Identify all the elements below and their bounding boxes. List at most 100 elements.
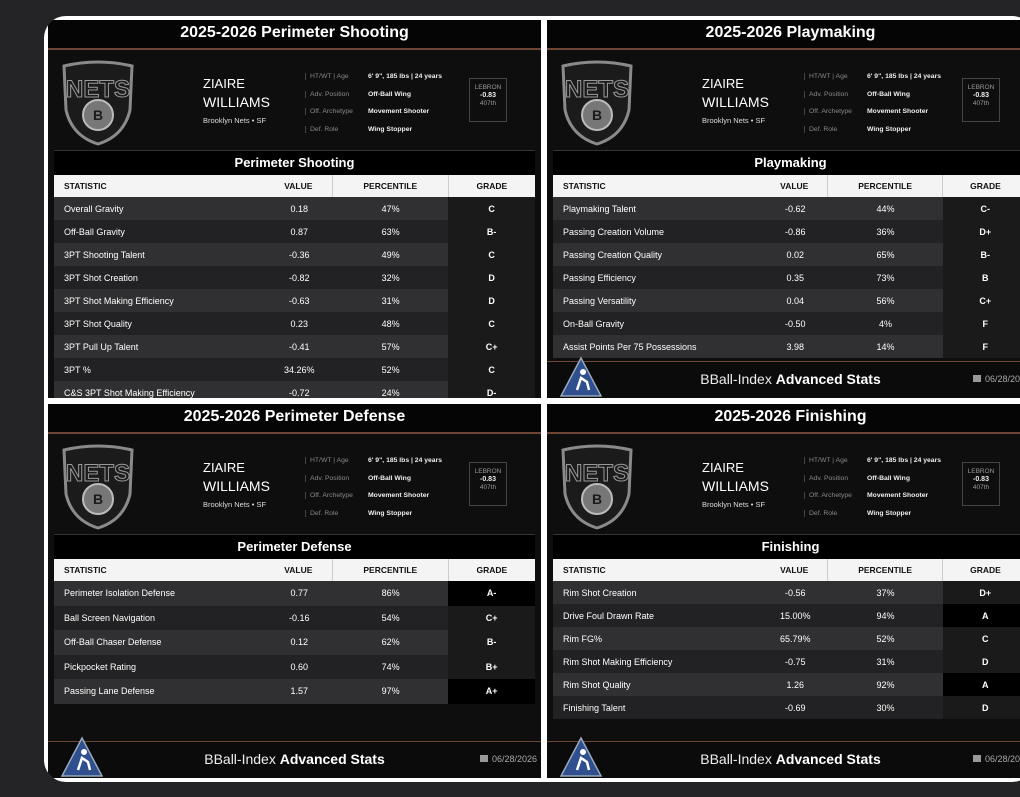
stat-value: 0.02 [786, 249, 805, 260]
calendar-icon [479, 755, 488, 762]
team-position: Brooklyn Nets • SF [702, 116, 766, 125]
info-row: Def. Role Wing Stopper [804, 505, 941, 523]
info-value: Movement Shooter [867, 492, 929, 500]
info-label: Off. Archetype [804, 108, 867, 116]
info-label: HT/WT | Age [305, 457, 368, 465]
stat-name: Ball Screen Navigation [64, 612, 156, 623]
last-name: WILLIAMS [203, 94, 270, 110]
table-row: Off-Ball Chaser Defense 0.12 62% B- [54, 630, 535, 655]
stat-name: Drive Foul Drawn Rate [563, 610, 655, 621]
lebron-box: LEBRON -0.83 407th [962, 78, 1000, 122]
lebron-box: LEBRON -0.83 407th [469, 78, 507, 122]
stat-grade: C+ [942, 289, 1020, 312]
lebron-rank: 407th [479, 484, 497, 491]
lebron-rank: 407th [972, 100, 990, 107]
info-value: Movement Shooter [368, 492, 430, 500]
info-value: Movement Shooter [867, 108, 929, 116]
svg-text:B: B [93, 107, 103, 123]
stat-percentile: 32% [381, 272, 400, 283]
stat-card: 2025-2026 Finishing B NETS ZIAIRE WILLIAMS Br… [547, 404, 1020, 778]
stat-percentile: 94% [876, 610, 895, 621]
team-position: Brooklyn Nets • SF [203, 500, 267, 509]
stat-percentile: 57% [381, 341, 400, 352]
info-row: Adv. Position Off-Ball Wing [305, 86, 442, 104]
stat-name: 3PT Shot Creation [64, 272, 138, 283]
stat-percentile: 63% [381, 226, 400, 237]
stat-value: -0.75 [784, 656, 806, 667]
stat-name: Passing Creation Volume [563, 226, 665, 237]
first-name: ZIAIRE [203, 76, 245, 91]
stat-name: Perimeter Isolation Defense [64, 588, 176, 599]
stat-value: -0.86 [784, 226, 806, 237]
stat-grade: F [942, 335, 1020, 358]
column-header: VALUE [780, 181, 809, 191]
footer-date: 06/28/2026 [972, 754, 1020, 764]
stats-table: STATISTIC VALUE PERCENTILE GRADE Rim Shot Cr… [553, 559, 1020, 719]
table-row: Assist Points Per 75 Possessions 3.98 14% F [553, 335, 1020, 358]
logo-triangle [559, 736, 603, 777]
table-row: Passing Creation Quality 0.02 65% B- [553, 243, 1020, 266]
info-label: Adv. Position [804, 474, 867, 482]
stat-grade: C [448, 358, 535, 381]
stat-name: 3PT Shot Making Efficiency [64, 295, 174, 306]
stat-grade: B- [942, 243, 1020, 266]
info-row: Adv. Position Off-Ball Wing [804, 86, 941, 104]
stat-value: -0.56 [784, 587, 806, 598]
stat-percentile: 73% [876, 272, 895, 283]
table-row: On-Ball Gravity -0.50 4% F [553, 312, 1020, 335]
lebron-value: -0.83 [973, 92, 989, 99]
svg-text:B: B [93, 491, 103, 507]
info-row: HT/WT | Age 6' 9", 185 lbs | 24 years [305, 452, 442, 470]
player-info: HT/WT | Age 6' 9", 185 lbs | 24 years Adv.… [804, 68, 941, 138]
stat-card: 2025-2026 Perimeter Shooting B NETS ZIAIRE W… [48, 20, 541, 398]
stat-value: 0.60 [290, 661, 309, 672]
table-row: Perimeter Isolation Defense 0.77 86% A- [54, 581, 535, 606]
calendar-icon [972, 755, 981, 762]
logo-text: NETS [65, 76, 130, 104]
section-title: Perimeter Defense [54, 534, 535, 559]
stats-table: STATISTIC VALUE PERCENTILE GRADE Overall Gra… [54, 175, 535, 398]
info-value: Wing Stopper [368, 125, 413, 133]
player-info: HT/WT | Age 6' 9", 185 lbs | 24 years Adv.… [804, 452, 941, 522]
stat-name: Passing Efficiency [563, 272, 636, 283]
stat-percentile: 24% [381, 387, 400, 398]
stat-value: 0.18 [290, 203, 309, 214]
logo-shield: B [561, 60, 633, 146]
stat-percentile: 74% [381, 661, 400, 672]
table-row: Rim Shot Quality 1.26 92% A [553, 673, 1020, 696]
stat-name: Playmaking Talent [563, 203, 636, 214]
table-row: C&S 3PT Shot Making Efficiency -0.72 24% D- [54, 381, 535, 398]
stat-percentile: 52% [876, 633, 895, 644]
last-name: WILLIAMS [203, 478, 270, 494]
first-name: ZIAIRE [203, 460, 245, 475]
stat-grade: B- [448, 630, 535, 655]
stat-name: Rim FG% [563, 633, 602, 644]
info-value: 6' 9", 185 lbs | 24 years [368, 457, 443, 465]
stat-name: Passing Versatility [563, 295, 637, 306]
stat-name: Pickpocket Rating [64, 661, 137, 672]
info-row: Def. Role Wing Stopper [804, 121, 941, 139]
team-logo: B NETS [58, 60, 138, 151]
brand-name: BBall-Index [700, 371, 772, 387]
table-row: 3PT Shot Creation -0.82 32% D [54, 266, 535, 289]
stat-name: Rim Shot Making Efficiency [563, 656, 673, 667]
table-header: STATISTIC VALUE PERCENTILE GRADE [54, 559, 535, 581]
stat-value: 0.77 [290, 588, 309, 599]
table-row: 3PT Shooting Talent -0.36 49% C [54, 243, 535, 266]
footer-logo [559, 356, 603, 398]
collage: 2025-2026 Perimeter Shooting B NETS ZIAIRE W… [44, 16, 1020, 782]
table-row: Rim FG% 65.79% 52% C [553, 627, 1020, 650]
date-text: 06/28/2026 [491, 754, 537, 764]
logo-triangle [559, 356, 603, 397]
stat-percentile: 4% [878, 318, 892, 329]
stat-percentile: 36% [876, 226, 895, 237]
column-header: STATISTIC [563, 565, 606, 575]
team-logo: B NETS [557, 444, 637, 535]
card-title: 2025-2026 Perimeter Defense [48, 404, 541, 434]
team-logo: B NETS [557, 60, 637, 151]
stat-card: 2025-2026 Perimeter Defense B NETS ZIAIRE WI… [48, 404, 541, 778]
info-row: Off. Archetype Movement Shooter [305, 487, 442, 505]
table-row: Passing Versatility 0.04 56% C+ [553, 289, 1020, 312]
table-row: Overall Gravity 0.18 47% C [54, 197, 535, 220]
